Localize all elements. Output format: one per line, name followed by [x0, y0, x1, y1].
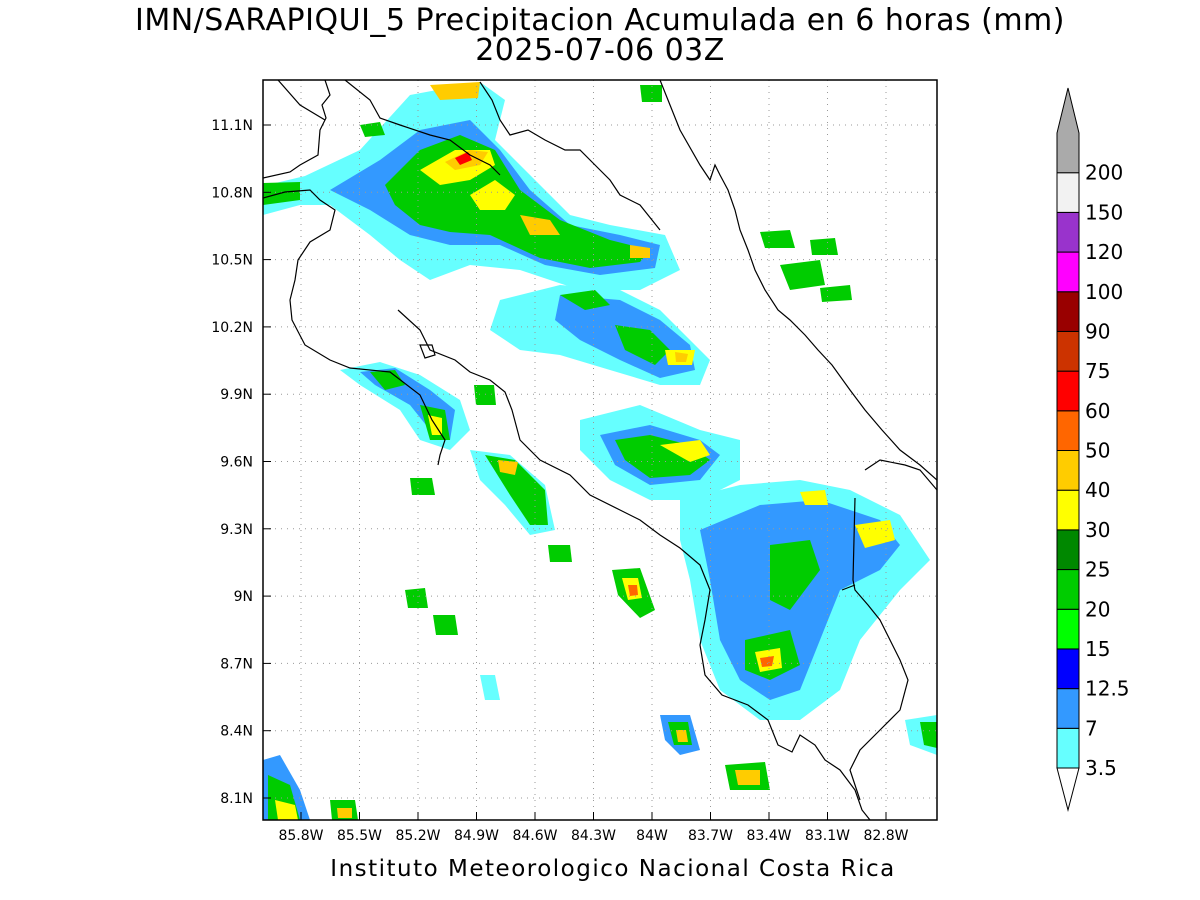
colorbar-swatch	[1056, 211, 1080, 253]
colorbar-label: 25	[1085, 558, 1110, 582]
colorbar-label: 7	[1085, 716, 1098, 740]
lat-tick-label: 10.5N	[211, 253, 253, 269]
colorbar-swatch	[1056, 608, 1080, 650]
precip-cell	[905, 715, 937, 755]
lon-tick-label: 82.8W	[863, 828, 908, 844]
lat-tick-label: 8.7N	[220, 656, 253, 672]
lat-tick-label: 11.1N	[211, 118, 253, 134]
colorbar-label: 90	[1085, 319, 1110, 343]
colorbar-label: 200	[1085, 161, 1123, 185]
lon-tick-label: 84W	[636, 828, 668, 844]
map-area	[263, 80, 937, 820]
lon-axis: 85.8W 85.5W 85.2W 84.9W 84.6W 84.3W 84W 83.7W 83…	[278, 812, 909, 844]
precip-cell	[330, 800, 358, 820]
lat-tick-label: 9.3N	[220, 522, 253, 538]
lat-tick-label: 8.1N	[220, 791, 253, 807]
lon-tick-label: 85.8W	[278, 828, 323, 844]
coastline	[263, 80, 937, 820]
precip-cell	[263, 755, 310, 820]
colorbar-swatch	[1056, 291, 1080, 332]
colorbar-swatch	[1056, 251, 1080, 293]
precipitation-field	[263, 82, 937, 820]
precip-cell	[490, 285, 710, 385]
lon-tick-label: 83.4W	[746, 828, 791, 844]
precip-cell	[263, 82, 680, 290]
lat-tick-label: 8.4N	[220, 724, 253, 740]
colorbar-label: 12.5	[1085, 677, 1130, 701]
footer-credit: Instituto Meteorologico Nacional Costa R…	[330, 856, 896, 882]
lon-tick-label: 84.6W	[512, 828, 557, 844]
colorbar-under-arrow	[1056, 767, 1080, 812]
lon-tick-label: 84.9W	[454, 828, 499, 844]
precip-cell	[405, 85, 662, 700]
colorbar-label: 50	[1085, 439, 1110, 463]
precip-cell	[612, 568, 655, 618]
colorbar-swatch	[1056, 410, 1080, 451]
colorbar-swatch	[1056, 87, 1080, 174]
colorbar-label: 75	[1085, 359, 1110, 383]
colorbar-swatch	[1056, 489, 1080, 531]
precip-cell	[470, 450, 555, 535]
colorbar-swatch	[1056, 569, 1080, 610]
precip-cell	[660, 715, 700, 755]
lon-tick-label: 83.1W	[805, 828, 850, 844]
lat-tick-label: 9.9N	[220, 387, 253, 403]
colorbar-label: 20	[1085, 597, 1110, 621]
precip-cell	[760, 230, 852, 302]
precip-cell	[680, 480, 930, 720]
colorbar-swatch	[1056, 330, 1080, 372]
map-title: IMN/SARAPIQUI_5 Precipitacion Acumulada …	[135, 3, 1065, 38]
lat-tick-label: 9N	[234, 589, 253, 605]
colorbar-label: 3.5	[1085, 756, 1117, 780]
colorbar-swatch	[1056, 172, 1080, 213]
colorbar: 3.5 7 12.5 15 20 25 30 40 50 60 75 90 100 120 150 200	[1056, 87, 1130, 812]
colorbar-label: 60	[1085, 399, 1110, 423]
lon-tick-label: 83.7W	[688, 828, 733, 844]
colorbar-label: 100	[1085, 280, 1123, 304]
lat-tick-label: 9.6N	[220, 455, 253, 471]
colorbar-label: 15	[1085, 637, 1110, 661]
lon-tick-label: 85.5W	[337, 828, 382, 844]
colorbar-swatch	[1056, 370, 1080, 412]
colorbar-label: 150	[1085, 200, 1123, 224]
graticule	[263, 80, 937, 820]
lon-tick-label: 85.2W	[395, 828, 440, 844]
colorbar-swatch	[1056, 727, 1080, 769]
lat-tick-label: 10.2N	[211, 320, 253, 336]
colorbar-swatch	[1056, 450, 1080, 491]
precip-cell	[725, 762, 770, 790]
map-timestamp: 2025-07-06 03Z	[475, 33, 725, 68]
lat-axis: 8.1N 8.4N 8.7N 9N 9.3N 9.6N 9.9N 10.2N 10.5N 10.8…	[211, 118, 271, 807]
colorbar-label: 30	[1085, 518, 1110, 542]
lat-tick-label: 10.8N	[211, 185, 253, 201]
colorbar-label: 40	[1085, 478, 1110, 502]
lon-tick-label: 84.3W	[571, 828, 616, 844]
colorbar-swatch	[1056, 648, 1080, 690]
precip-cell	[580, 405, 740, 500]
map-frame	[262, 79, 938, 821]
colorbar-swatch	[1056, 529, 1080, 571]
colorbar-label: 120	[1085, 240, 1123, 264]
colorbar-swatch	[1056, 688, 1080, 729]
